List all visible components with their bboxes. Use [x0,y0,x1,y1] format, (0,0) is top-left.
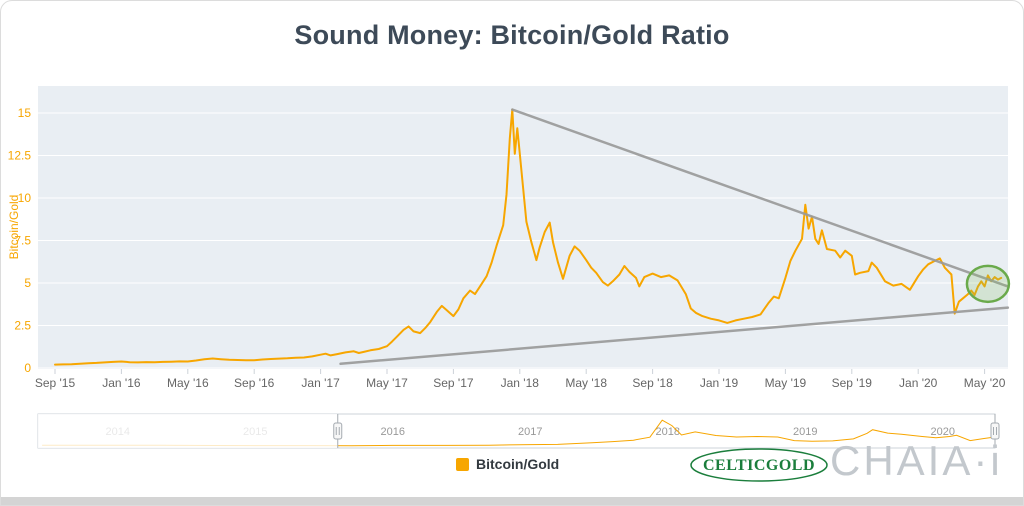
x-tick-label: Sep '17 [433,376,474,390]
trendline [339,306,1010,365]
navigator-series [42,419,996,447]
x-tick-label: Sep '15 [35,376,76,390]
x-tick-label: May '16 [167,376,209,390]
y-tick-label: 12.5 [8,149,32,163]
y-tick-label: 2.5 [14,319,31,333]
navigator-year-label: 2016 [381,426,405,438]
navigator-year-label: 2020 [931,426,955,438]
x-tick-label: May '19 [765,376,807,390]
y-axis-title: Bitcoin/Gold [7,195,21,260]
y-tick-label: 0 [24,361,31,375]
trendline [511,108,1010,288]
x-tick-label: Jan '16 [102,376,141,390]
x-tick-label: May '18 [565,376,607,390]
legend-swatch [456,457,469,471]
x-tick-label: Sep '16 [234,376,275,390]
y-tick-label: 15 [18,106,32,120]
series-bitcoin-gold [54,108,1003,366]
x-tick-label: May '20 [964,376,1006,390]
x-tick-label: Jan '20 [899,376,938,390]
y-tick-label: 5 [24,276,31,290]
footer-strip [0,497,1024,506]
y-tick-label: 7.5 [14,234,31,248]
x-tick-label: Sep '19 [832,376,873,390]
chaia-logo: CHAIA·i [830,437,1003,484]
chart-title: Sound Money: Bitcoin/Gold Ratio [294,20,730,50]
breakout-annotation-circle [965,264,1011,304]
x-tick-label: Jan '18 [501,376,540,390]
navigator-year-label: 2017 [518,426,542,438]
navigator-mask[interactable] [38,414,338,448]
x-tick-label: Jan '19 [700,376,739,390]
celticgold-logo: CELTICGOLD [690,448,828,482]
y-tick-label: 10 [18,191,32,205]
x-tick-label: Jan '17 [301,376,340,390]
x-tick-label: Sep '18 [632,376,673,390]
legend-item-bitcoin-gold[interactable]: Bitcoin/Gold [456,456,559,472]
celticgold-text: CELTICGOLD [703,457,815,474]
navigator-year-label: 2018 [656,426,680,438]
navigator-right-handle[interactable] [990,414,1000,448]
legend-label: Bitcoin/Gold [476,456,560,472]
navigator-year-label: 2019 [793,426,817,438]
navigator-left-handle[interactable] [333,414,343,448]
x-tick-label: May '17 [366,376,408,390]
plot-area [38,86,1008,369]
celticgold-ellipse [690,448,828,482]
